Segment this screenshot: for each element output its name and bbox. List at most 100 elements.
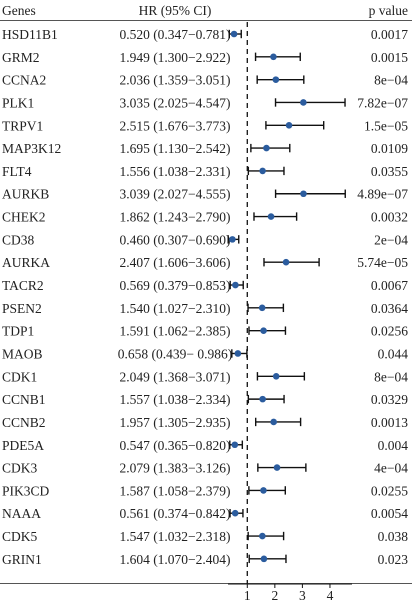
p-value-text: 0.0032 <box>371 210 408 225</box>
gene-label: PDE5A <box>2 438 44 453</box>
pvalue-header: p value <box>369 3 408 18</box>
hr-point <box>260 555 268 563</box>
p-value-text: 4.89e−07 <box>357 187 408 202</box>
gene-label: MAP3K12 <box>2 141 61 156</box>
plot-area <box>227 22 346 584</box>
hr-point <box>273 464 281 471</box>
hr-point <box>263 144 270 152</box>
hr-ci-header: HR (95% CI) <box>139 3 212 18</box>
p-value-text: 0.0364 <box>371 301 408 316</box>
hr-ci-text: 1.591 (1.062−2.385) <box>119 324 230 339</box>
x-axis: 1 2 3 4 <box>228 583 352 603</box>
hr-ci-text: 3.039 (2.027−4.555) <box>119 187 230 202</box>
hr-ci-text: 1.862 (1.243−2.790) <box>119 210 230 225</box>
gene-label: CD38 <box>2 232 35 247</box>
hr-point <box>270 418 277 426</box>
hr-point <box>234 350 242 357</box>
p-value-text: 0.0109 <box>371 141 408 156</box>
hr-ci-text: 0.460 (0.307−0.690) <box>119 232 230 247</box>
hr-ci-text: 1.547 (1.032−2.318) <box>119 529 230 544</box>
x-tick-label: 1 <box>244 588 251 603</box>
hr-point <box>282 258 290 266</box>
p-value-text: 0.0067 <box>371 278 408 293</box>
p-value-text: 4e−04 <box>374 461 408 476</box>
gene-label: GRM2 <box>2 50 40 65</box>
p-value-text: 0.0256 <box>371 324 408 339</box>
gene-label: CCNB2 <box>2 415 46 430</box>
hr-point <box>270 53 277 61</box>
p-value-text: 0.0329 <box>371 392 408 407</box>
hr-ci-text: 1.949 (1.300−2.922) <box>119 50 230 65</box>
hr-point <box>230 30 238 38</box>
gene-label: MAOB <box>2 346 43 361</box>
hr-point <box>300 99 307 106</box>
gene-label: NAAA <box>2 506 41 521</box>
p-value-text: 1.5e−05 <box>364 118 408 133</box>
hr-point <box>260 327 267 334</box>
x-tick-label: 4 <box>327 588 334 603</box>
hr-point <box>272 373 280 380</box>
hr-point <box>231 509 239 517</box>
hr-ci-text: 0.569 (0.379−0.853) <box>119 278 230 293</box>
hr-point <box>260 487 267 494</box>
hr-ci-text: 2.515 (1.676−3.773) <box>119 118 230 133</box>
hr-point <box>232 281 239 289</box>
gene-label: CCNA2 <box>2 73 46 88</box>
hr-ci-text: 2.036 (1.359−3.051) <box>119 73 230 88</box>
genes-header: Genes <box>2 3 36 18</box>
hr-ci-text: 1.604 (1.070−2.404) <box>119 552 230 567</box>
gene-label: CDK1 <box>2 369 37 384</box>
hr-ci-text: 0.658 (0.439− 0.986) <box>118 346 232 361</box>
hr-ci-text: 1.540 (1.027−2.310) <box>119 301 230 316</box>
hr-point <box>229 236 236 243</box>
hr-point <box>259 167 266 175</box>
p-value-text: 0.0255 <box>371 483 408 498</box>
p-value-text: 5.74e−05 <box>357 255 408 270</box>
p-value-text: 0.023 <box>378 552 409 567</box>
hr-ci-text: 0.547 (0.365−0.820) <box>119 438 230 453</box>
header-row: Genes HR (95% CI) p value <box>2 3 408 18</box>
hr-point <box>285 121 293 129</box>
gene-label: CDK5 <box>2 529 38 544</box>
p-value-text: 0.0355 <box>371 164 408 179</box>
hr-ci-text: 2.079 (1.383−3.126) <box>119 461 230 476</box>
hr-point <box>231 441 239 449</box>
gene-label: PLK1 <box>2 95 34 110</box>
hr-point <box>259 395 266 403</box>
hr-ci-text: 0.520 (0.347−0.781) <box>119 27 230 42</box>
hr-ci-text: 1.556 (1.038−2.331) <box>119 164 230 179</box>
hr-ci-text: 1.695 (1.130−2.542) <box>119 141 230 156</box>
gene-label: PIK3CD <box>2 483 50 498</box>
x-tick-label: 2 <box>271 588 278 603</box>
hr-ci-text: 2.407 (1.606−3.606) <box>119 255 230 270</box>
p-value-text: 0.0017 <box>371 27 408 42</box>
gene-label: PSEN2 <box>2 301 42 316</box>
hr-ci-text: 1.557 (1.038−2.334) <box>119 392 230 407</box>
gene-label: AURKB <box>2 187 49 202</box>
p-value-text: 0.004 <box>378 438 409 453</box>
hr-point <box>259 532 266 540</box>
hr-ci-text: 1.957 (1.305−2.935) <box>119 415 230 430</box>
hr-point <box>272 76 280 83</box>
hr-point <box>267 213 275 220</box>
gene-label: AURKA <box>2 255 50 270</box>
hr-ci-text: 1.587 (1.058−2.379) <box>119 483 230 498</box>
p-value-text: 0.044 <box>378 346 409 361</box>
table-rows: HSD11B1 0.520 (0.347−0.781) 0.0017 GRM2 1.94… <box>2 27 408 567</box>
hr-ci-text: 3.035 (2.025−4.547) <box>119 95 230 110</box>
p-value-text: 0.0015 <box>371 50 408 65</box>
gene-label: CCNB1 <box>2 392 46 407</box>
gene-label: TRPV1 <box>2 118 43 133</box>
gene-label: TDP1 <box>2 324 34 339</box>
p-value-text: 8e−04 <box>374 369 408 384</box>
p-value-text: 7.82e−07 <box>357 95 408 110</box>
p-value-text: 0.0013 <box>371 415 408 430</box>
hr-point <box>300 190 307 198</box>
p-value-text: 0.0054 <box>371 506 408 521</box>
gene-label: CHEK2 <box>2 210 46 225</box>
x-tick-label: 3 <box>299 588 306 603</box>
hr-ci-text: 2.049 (1.368−3.071) <box>119 369 230 384</box>
gene-label: TACR2 <box>2 278 44 293</box>
p-value-text: 0.038 <box>378 529 409 544</box>
gene-label: HSD11B1 <box>2 27 58 42</box>
